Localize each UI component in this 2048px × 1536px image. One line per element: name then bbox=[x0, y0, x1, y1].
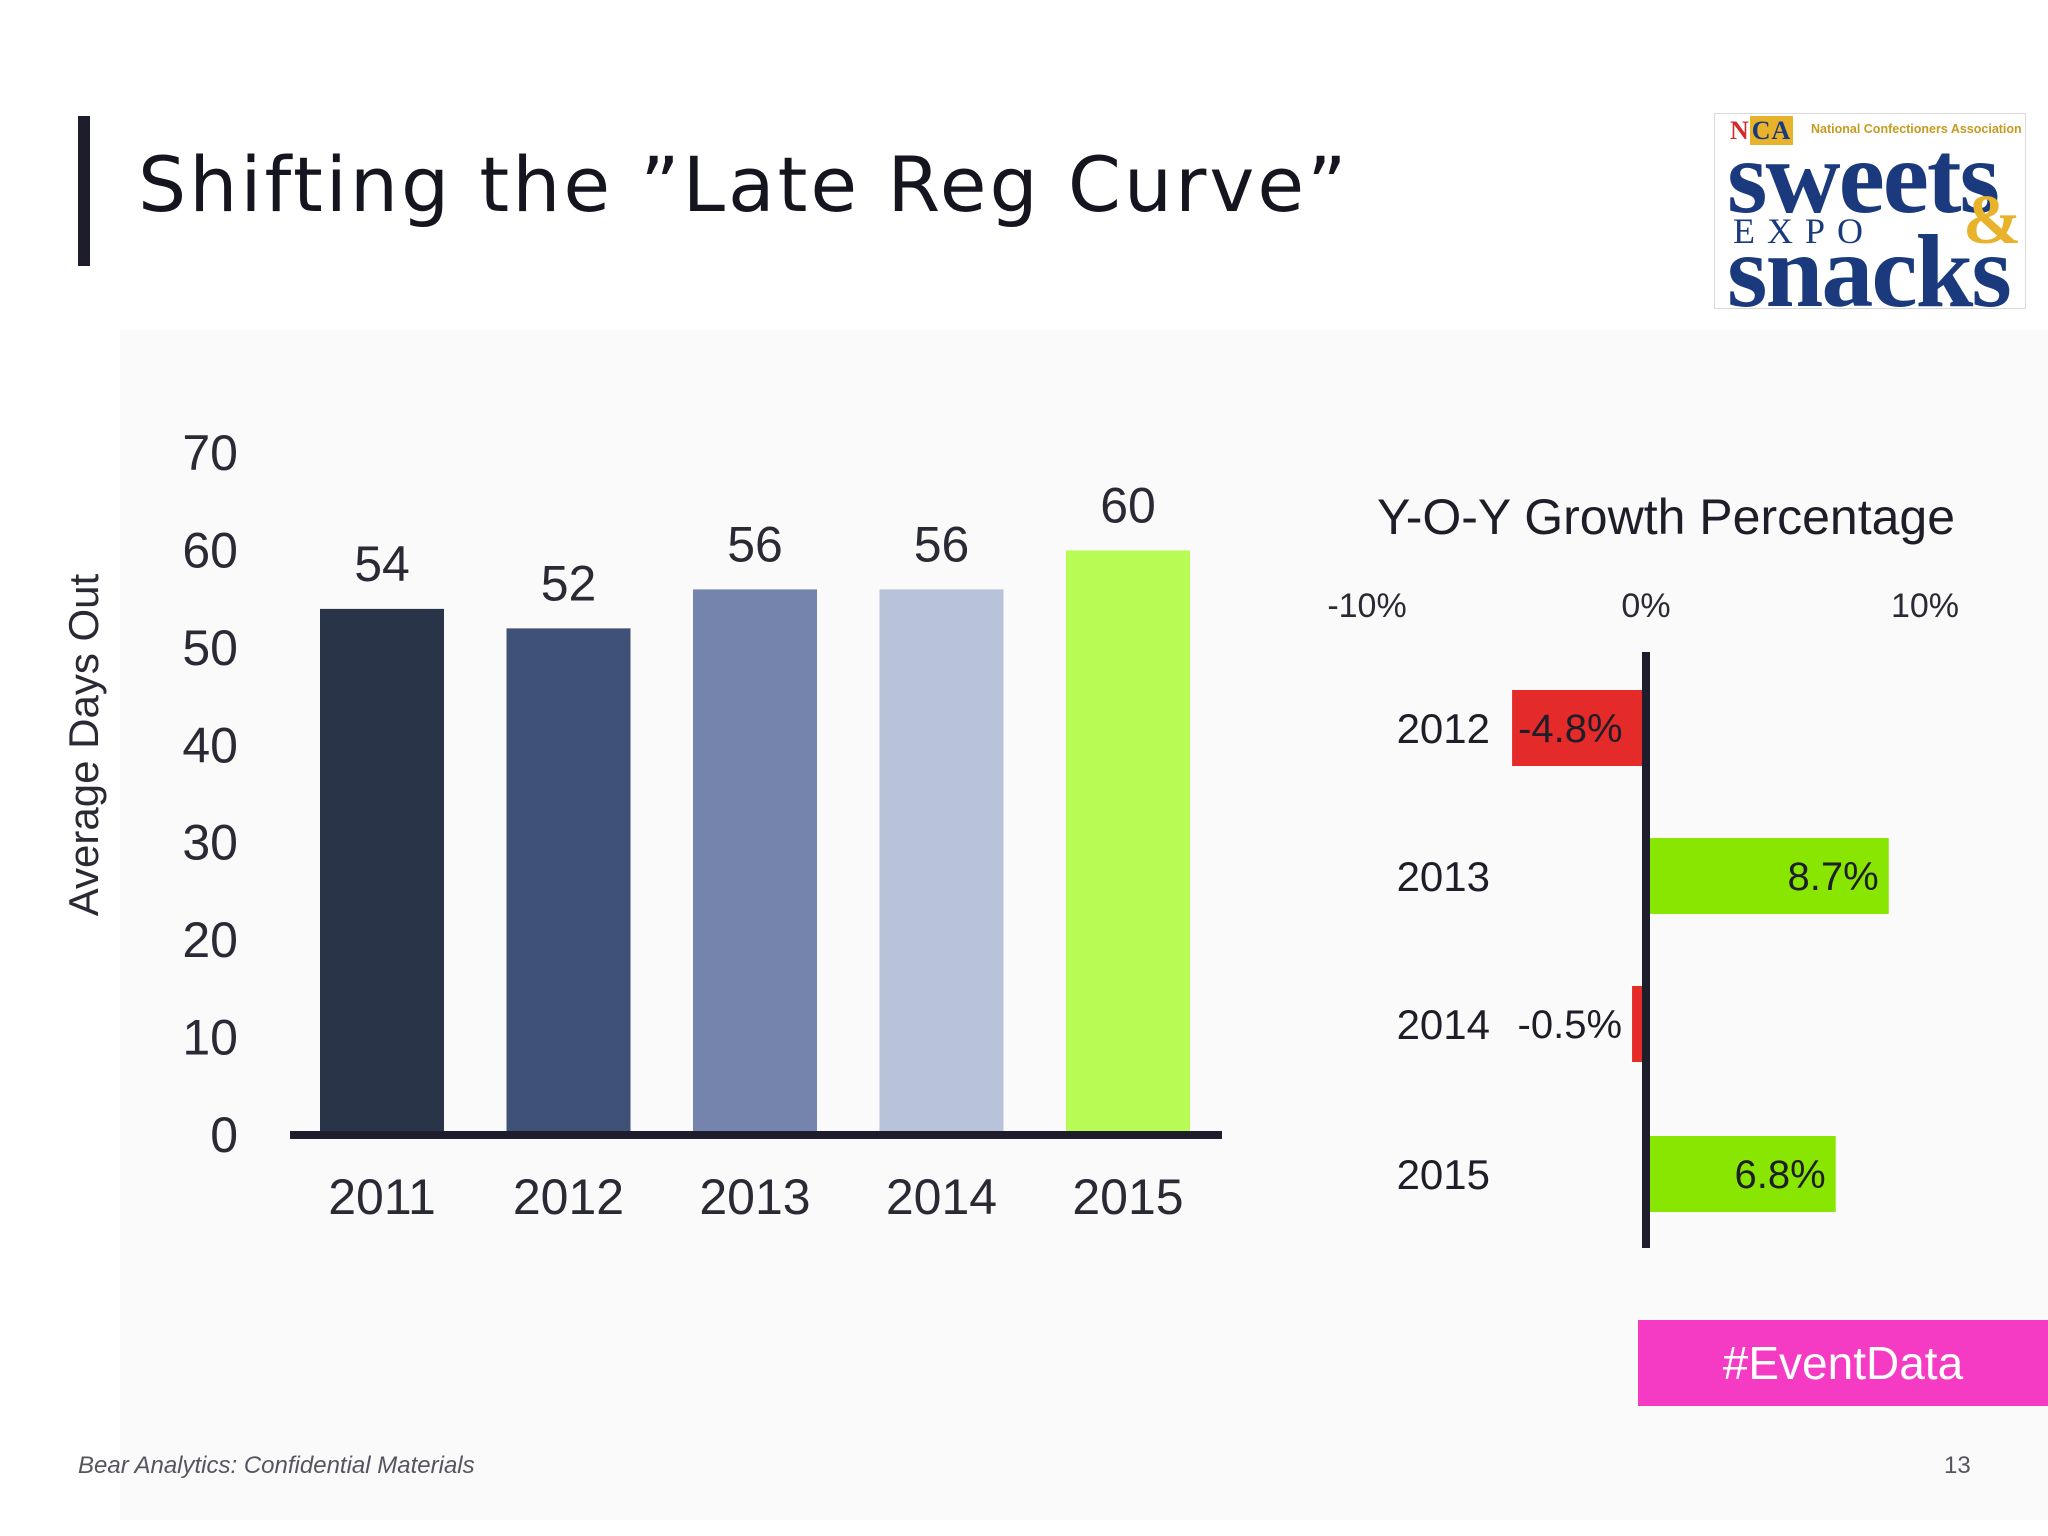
x-tick-label: 2013 bbox=[699, 1169, 810, 1225]
x-tick-label: 0% bbox=[1621, 587, 1670, 625]
bar-value-label: 54 bbox=[354, 536, 410, 592]
category-label: 2013 bbox=[1397, 853, 1490, 900]
bar-value-label: 52 bbox=[541, 555, 597, 611]
average-days-out-chart: Average Days Out 0 10 20 30 40 50 60 70 54 2011 52 2… bbox=[60, 425, 1222, 1225]
bar-2011 bbox=[320, 608, 444, 1135]
y-tick-label: 50 bbox=[182, 620, 238, 676]
logo-ampersand: & bbox=[1963, 182, 2022, 259]
x-tick-label: 2014 bbox=[886, 1169, 997, 1225]
title-accent-bar bbox=[78, 116, 90, 266]
logo-expo: EXPO bbox=[1733, 211, 1876, 251]
yoy-bar-2013 bbox=[1650, 838, 1889, 914]
yoy-value-label: 6.8% bbox=[1735, 1153, 1826, 1197]
yoy-growth-chart: Y-O-Y Growth Percentage -10% 0% 10% 2012 -4.8… bbox=[1327, 489, 1959, 1248]
y-tick-label: 40 bbox=[182, 717, 238, 773]
bar-value-label: 60 bbox=[1100, 477, 1156, 533]
page-title: Shifting the ”Late Reg Curve” bbox=[138, 140, 1350, 229]
bar-2013 bbox=[693, 589, 817, 1135]
yoy-bar-2014 bbox=[1632, 986, 1642, 1062]
category-label: 2014 bbox=[1397, 1001, 1490, 1048]
yoy-bar-2012 bbox=[1512, 690, 1642, 766]
logo-org-name: National Confectioners Association bbox=[1811, 122, 2022, 136]
y-tick-label: 10 bbox=[182, 1010, 238, 1066]
bar-value-label: 56 bbox=[914, 516, 970, 572]
category-label: 2012 bbox=[1397, 705, 1490, 752]
y-tick-label: 0 bbox=[210, 1107, 238, 1163]
y-tick-label: 60 bbox=[182, 522, 238, 578]
bar-value-label: 56 bbox=[727, 516, 783, 572]
x-tick-label: 10% bbox=[1891, 587, 1959, 625]
footer-text: Bear Analytics: Confidential Materials bbox=[78, 1452, 475, 1479]
yoy-bar-2015 bbox=[1650, 1136, 1836, 1212]
yoy-value-label: -0.5% bbox=[1518, 1003, 1623, 1047]
x-tick-label: 2012 bbox=[513, 1169, 624, 1225]
y-axis-label: Average Days Out bbox=[60, 573, 107, 916]
y-tick-label: 30 bbox=[182, 815, 238, 871]
y-tick-label: 20 bbox=[182, 912, 238, 968]
logo-snacks: snacks bbox=[1727, 214, 2012, 309]
bar-2014 bbox=[879, 589, 1004, 1135]
bar-2015 bbox=[1066, 550, 1190, 1135]
yoy-chart-title: Y-O-Y Growth Percentage bbox=[1377, 489, 1955, 545]
page-number: 13 bbox=[1944, 1452, 1971, 1479]
nca-logo-mark: NCA bbox=[1730, 116, 1794, 145]
bar-2012 bbox=[506, 628, 631, 1135]
yoy-value-label: 8.7% bbox=[1788, 855, 1879, 899]
y-tick-label: 70 bbox=[182, 425, 238, 481]
x-tick-label: -10% bbox=[1327, 587, 1406, 625]
x-tick-label: 2011 bbox=[328, 1169, 436, 1225]
logo-sweets: sweets bbox=[1727, 120, 2000, 235]
category-label: 2015 bbox=[1397, 1151, 1490, 1198]
sweets-and-snacks-logo: NCA National Confectioners Association s… bbox=[1714, 113, 2026, 309]
yoy-value-label: -4.8% bbox=[1518, 707, 1623, 751]
x-tick-label: 2015 bbox=[1072, 1169, 1183, 1225]
event-data-tag: #EventData bbox=[1638, 1320, 2048, 1406]
